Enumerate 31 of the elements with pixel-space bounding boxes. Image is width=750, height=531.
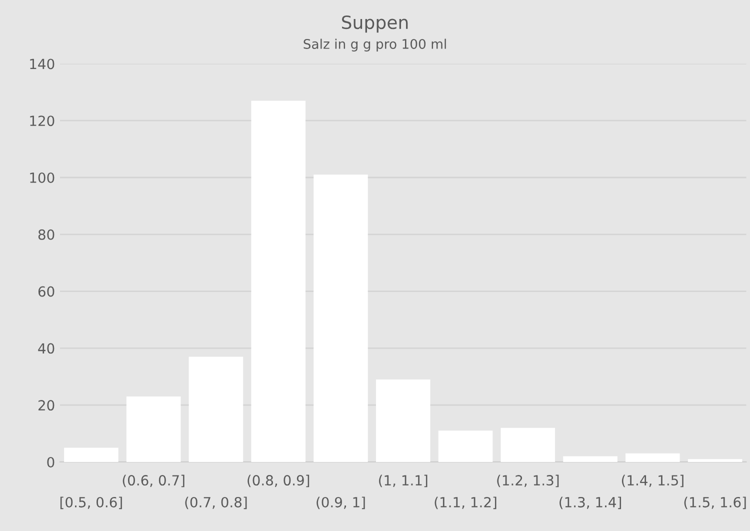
x-tick-label: (0.8, 0.9]	[248, 474, 310, 488]
x-tick-label: (1.1, 1.2]	[434, 496, 496, 510]
y-tick-label: 40	[38, 343, 54, 354]
chart-subtitle: Salz in g g pro 100 ml	[304, 38, 446, 52]
y-tick-label: 80	[38, 229, 54, 240]
bar	[126, 396, 181, 462]
bar	[500, 428, 556, 462]
x-tick-label: (0.6, 0.7]	[122, 474, 184, 488]
chart-title: Suppen	[342, 15, 408, 33]
x-tick-label: (1.4, 1.5]	[622, 474, 684, 488]
x-tick-label: (0.7, 0.8]	[185, 496, 247, 510]
bar	[438, 430, 493, 462]
x-tick-label: (1.3, 1.4]	[560, 496, 622, 510]
bar	[626, 453, 680, 462]
y-tick-label: 100	[30, 172, 54, 183]
bar	[563, 456, 618, 462]
x-tick-label: (1, 1.1]	[379, 474, 428, 488]
y-tick-label: 140	[30, 58, 54, 70]
x-tick-label: (1.5, 1.6]	[684, 496, 746, 510]
x-tick-label: (1.2, 1.3]	[497, 474, 559, 488]
y-tick-label: 60	[38, 286, 54, 297]
bar	[376, 379, 430, 462]
bar	[188, 356, 244, 462]
y-tick-label: 0	[47, 456, 54, 468]
y-tick-label: 20	[38, 400, 54, 411]
x-tick-label: [0.5, 0.6]	[60, 496, 122, 510]
bar	[251, 100, 306, 462]
bar	[64, 448, 118, 462]
bar	[314, 174, 368, 462]
x-tick-label: (0.9, 1]	[316, 496, 365, 510]
y-tick-label: 120	[30, 116, 54, 126]
